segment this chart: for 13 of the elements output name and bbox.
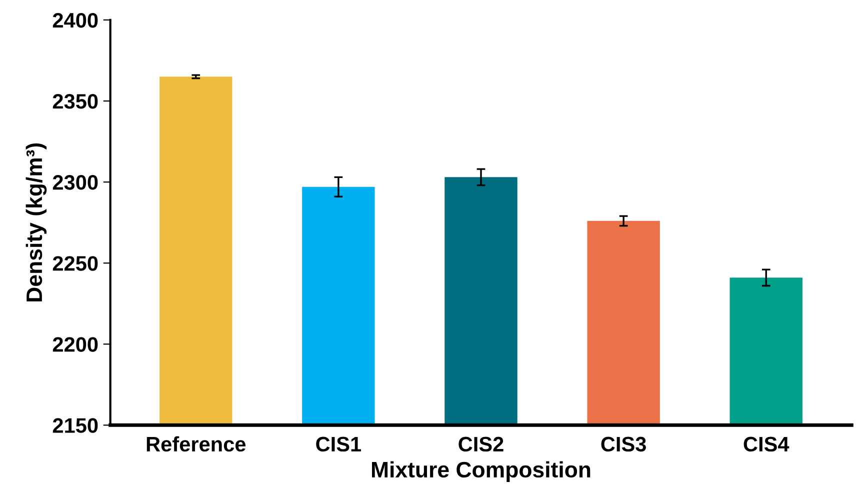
x-tick-label: Reference xyxy=(146,436,246,452)
x-tick-label: CIS2 xyxy=(458,436,504,452)
y-tick-label: 2400 xyxy=(52,12,98,28)
y-tick-label: 2350 xyxy=(52,94,98,109)
x-axis-title: Mixture Composition xyxy=(372,461,590,482)
y-axis-title: Density (kg/m³) xyxy=(26,143,47,302)
x-tick-label: CIS4 xyxy=(744,436,790,452)
y-tick-label: 2150 xyxy=(52,418,98,433)
y-tick-label: 2200 xyxy=(52,337,98,352)
x-tick-label: CIS3 xyxy=(601,436,646,452)
y-tick-label: 2300 xyxy=(52,175,98,190)
x-tick-label: CIS1 xyxy=(316,436,362,452)
y-tick-label: 2250 xyxy=(52,256,98,271)
